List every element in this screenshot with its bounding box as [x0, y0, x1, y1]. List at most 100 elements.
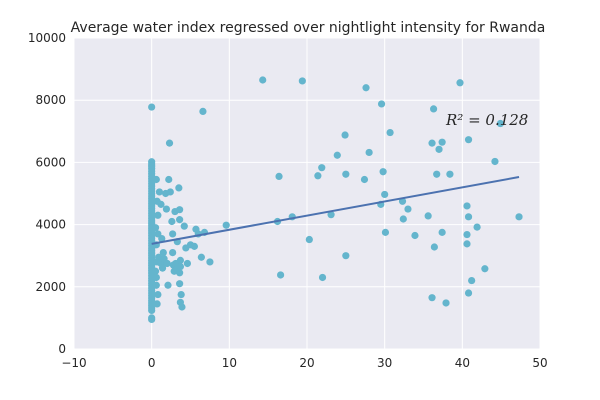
data-point	[152, 273, 160, 282]
data-point	[411, 231, 419, 240]
x-tick-label: 40	[455, 356, 470, 370]
data-point	[148, 103, 156, 111]
data-point	[155, 253, 163, 261]
data-point	[473, 223, 481, 231]
data-point	[155, 188, 164, 196]
data-point	[169, 248, 177, 257]
x-tick-label: 0	[148, 356, 156, 370]
data-point	[360, 175, 369, 184]
data-point	[259, 76, 267, 84]
data-point	[362, 84, 370, 92]
data-point	[442, 299, 450, 307]
data-point	[206, 258, 214, 266]
data-point	[176, 256, 185, 264]
data-point	[158, 234, 166, 243]
data-point	[168, 217, 176, 226]
data-point	[446, 170, 454, 178]
data-point	[157, 200, 165, 208]
data-point	[468, 276, 476, 285]
data-point	[314, 172, 322, 180]
data-point	[176, 206, 184, 214]
data-point	[153, 300, 161, 308]
data-point	[342, 170, 350, 178]
data-point	[197, 253, 205, 261]
data-point	[463, 230, 471, 239]
data-point	[333, 151, 341, 159]
data-point	[381, 190, 389, 199]
x-tick-label: −10	[61, 356, 86, 370]
y-tick-label: 4000	[35, 218, 66, 232]
data-point	[154, 290, 162, 299]
data-point	[176, 280, 184, 288]
data-point	[433, 170, 441, 178]
data-point	[430, 243, 438, 251]
data-point	[199, 107, 207, 115]
data-point	[175, 184, 183, 192]
data-point	[365, 148, 373, 157]
data-point	[178, 303, 186, 311]
data-point	[151, 224, 160, 232]
data-point	[379, 168, 387, 176]
data-point	[456, 79, 464, 87]
data-point	[496, 119, 504, 128]
data-point	[298, 77, 306, 85]
data-point	[165, 139, 174, 147]
data-point	[180, 222, 188, 230]
data-point	[190, 242, 198, 250]
y-tick-label: 6000	[35, 155, 66, 169]
data-point	[165, 175, 173, 184]
data-point	[152, 281, 160, 289]
data-point	[428, 139, 436, 147]
data-point	[435, 145, 443, 153]
data-point	[463, 240, 471, 248]
x-tick-label: 20	[299, 356, 314, 370]
data-point	[276, 271, 285, 279]
data-point	[342, 252, 350, 260]
data-point	[386, 128, 394, 137]
regression-line-group	[151, 176, 520, 245]
data-point	[163, 259, 171, 268]
data-point	[169, 230, 177, 238]
y-tick-label: 8000	[35, 93, 66, 107]
y-tick-label: 0	[58, 342, 66, 356]
data-point	[176, 262, 185, 271]
data-point	[162, 205, 171, 213]
data-point	[158, 264, 167, 272]
data-point	[166, 188, 174, 196]
y-tick-label: 10000	[28, 31, 66, 45]
data-point	[154, 211, 162, 219]
data-point	[438, 138, 446, 146]
data-point	[183, 259, 191, 268]
data-point	[515, 213, 523, 221]
data-point	[463, 202, 471, 210]
data-point	[381, 228, 390, 236]
data-point	[341, 131, 349, 139]
data-point	[399, 215, 407, 223]
data-point	[429, 105, 438, 113]
x-tick-label: 30	[377, 356, 392, 370]
data-point	[464, 213, 473, 221]
data-points	[148, 76, 523, 324]
x-tick-label: 50	[532, 356, 547, 370]
data-point	[428, 294, 436, 302]
data-point	[148, 315, 156, 324]
data-point	[151, 267, 160, 275]
data-point	[318, 164, 326, 172]
r-squared-annotation: R² = 0.128	[445, 111, 528, 129]
data-point	[176, 216, 184, 224]
data-point	[222, 221, 230, 229]
data-point	[159, 248, 167, 257]
data-point	[377, 100, 386, 108]
y-axis-ticks: 0 2000 4000 6000 8000 10000	[28, 31, 66, 356]
chart-title: Average water index regressed over night…	[71, 20, 546, 36]
data-point	[176, 269, 184, 277]
x-tick-label: 10	[222, 356, 237, 370]
data-point	[327, 211, 335, 219]
data-point	[464, 136, 473, 144]
data-point	[318, 273, 327, 282]
y-tick-label: 2000	[35, 280, 66, 294]
x-axis-ticks: −10 0 10 20 30 40 50	[61, 356, 547, 370]
data-point	[177, 290, 185, 299]
data-point	[164, 281, 172, 289]
